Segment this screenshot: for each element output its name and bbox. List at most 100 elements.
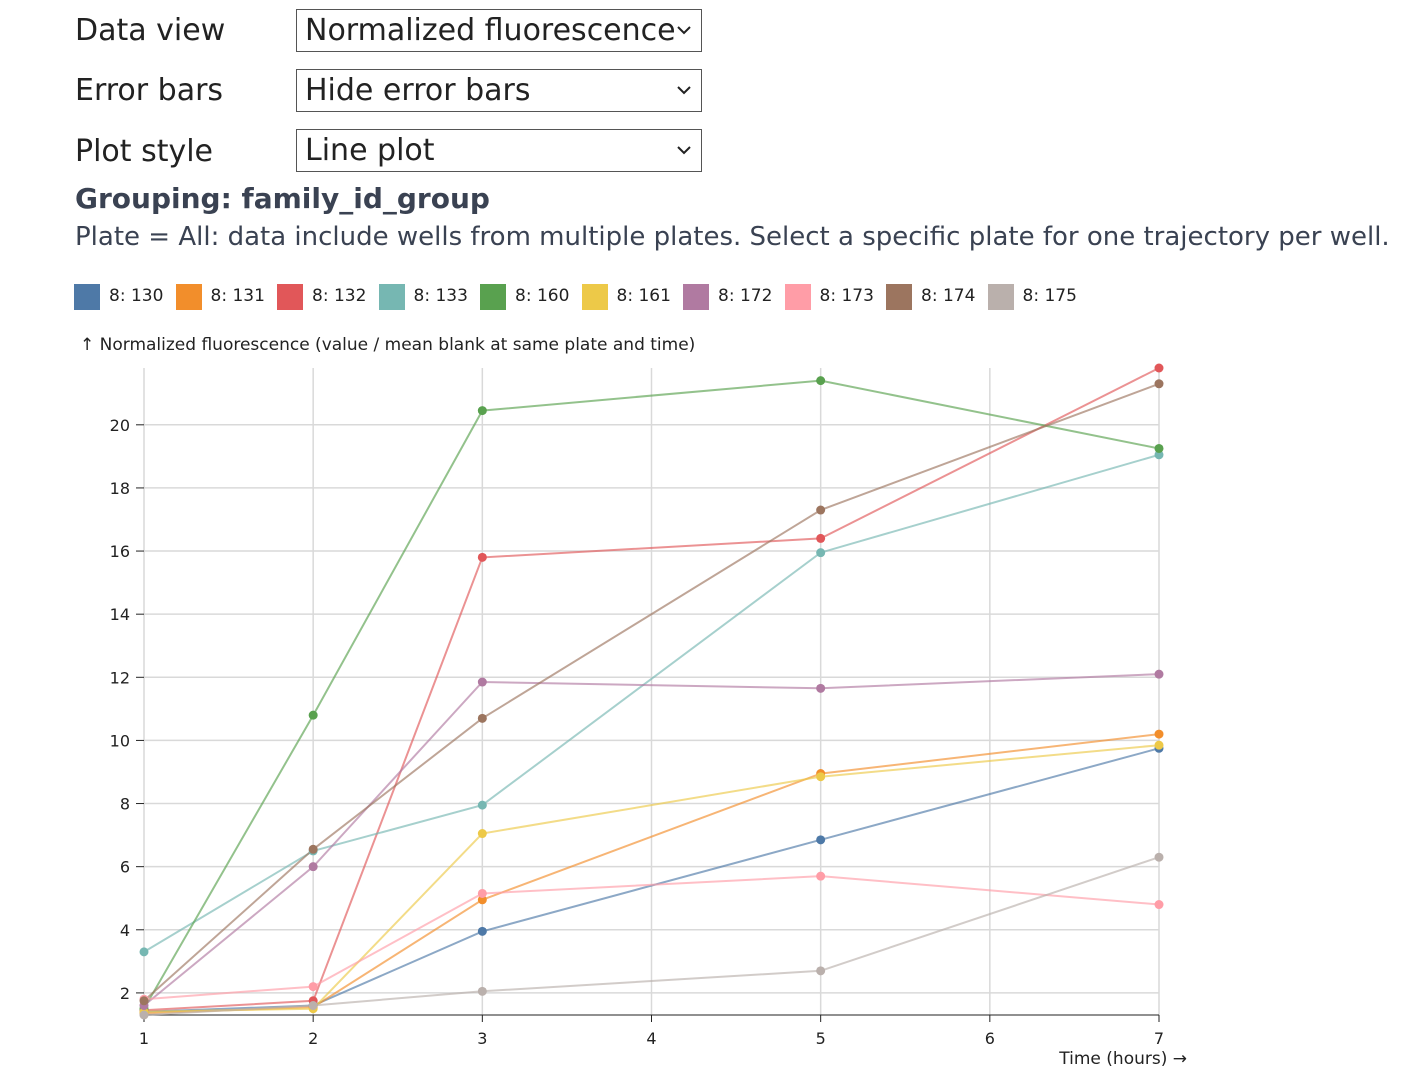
x-tick-label: 2 — [308, 1029, 318, 1048]
x-tick-label: 5 — [816, 1029, 826, 1048]
legend-label: 8: 172 — [718, 286, 773, 306]
data-point[interactable] — [139, 947, 149, 957]
legend-label: 8: 133 — [413, 286, 468, 306]
y-tick-label: 10 — [110, 731, 130, 750]
y-tick-label: 20 — [110, 416, 130, 435]
y-tick: 2 — [120, 984, 144, 1003]
data-point[interactable] — [1154, 450, 1164, 460]
y-tick: 12 — [110, 668, 144, 687]
y-tick: 4 — [120, 921, 144, 940]
chart-points — [139, 363, 1164, 1020]
data-point[interactable] — [816, 548, 826, 558]
data-point[interactable] — [1154, 729, 1164, 739]
x-tick: 3 — [477, 1015, 487, 1048]
plot-style-select[interactable]: Line plot — [296, 129, 702, 172]
y-tick-label: 8 — [120, 795, 130, 814]
data-point[interactable] — [477, 895, 487, 905]
error-bars-value: Hide error bars — [305, 73, 531, 108]
x-tick-label: 6 — [985, 1029, 995, 1048]
data-point[interactable] — [1154, 852, 1164, 862]
data-point[interactable] — [816, 966, 826, 976]
data-point[interactable] — [477, 677, 487, 687]
grouping-heading: Grouping: family_id_group — [75, 182, 490, 215]
data-point[interactable] — [308, 862, 318, 872]
data-point[interactable] — [816, 533, 826, 543]
data-point[interactable] — [1154, 443, 1164, 453]
data-point[interactable] — [139, 1010, 149, 1020]
y-tick-label: 14 — [110, 605, 130, 624]
legend-swatch — [74, 284, 100, 310]
data-point[interactable] — [816, 505, 826, 515]
x-tick-label: 7 — [1154, 1029, 1164, 1048]
error-bars-select[interactable]: Hide error bars — [296, 69, 702, 112]
legend-label: 8: 173 — [819, 286, 874, 306]
data-point[interactable] — [477, 406, 487, 416]
data-point[interactable] — [308, 982, 318, 992]
data-point[interactable] — [477, 829, 487, 839]
x-tick: 1 — [139, 1015, 149, 1048]
data-view-value: Normalized fluorescence — [305, 13, 676, 48]
data-point[interactable] — [1154, 379, 1164, 389]
legend-label: 8: 131 — [210, 286, 265, 306]
x-tick-label: 1 — [139, 1029, 149, 1048]
x-tick: 6 — [985, 1015, 995, 1048]
data-point[interactable] — [477, 888, 487, 898]
data-point[interactable] — [477, 926, 487, 936]
legend-swatch — [683, 284, 709, 310]
data-point[interactable] — [816, 376, 826, 386]
legend-label: 8: 174 — [921, 286, 976, 306]
x-tick-label: 3 — [477, 1029, 487, 1048]
legend-swatch — [480, 284, 506, 310]
data-point[interactable] — [1154, 900, 1164, 910]
legend-swatch — [987, 284, 1014, 310]
data-point[interactable] — [308, 844, 318, 854]
legend-label: 8: 160 — [515, 286, 570, 306]
data-point[interactable] — [308, 1001, 318, 1011]
legend-label: 8: 175 — [1022, 286, 1077, 306]
data-view-select[interactable]: Normalized fluorescence — [296, 9, 702, 52]
legend-swatch — [277, 284, 303, 310]
data-point[interactable] — [477, 986, 487, 996]
y-tick: 8 — [120, 795, 144, 814]
plot-style-value: Line plot — [305, 133, 435, 168]
y-tick-label: 18 — [110, 479, 130, 498]
x-tick: 7 — [1154, 1015, 1164, 1048]
data-point[interactable] — [139, 996, 149, 1006]
y-tick: 6 — [120, 858, 144, 877]
y-axis-label: ↑ Normalized fluorescence (value / mean … — [80, 335, 696, 355]
data-point[interactable] — [308, 710, 318, 720]
y-tick: 20 — [110, 416, 144, 435]
chevron-down-icon — [677, 146, 691, 155]
data-point[interactable] — [1154, 669, 1164, 679]
chevron-down-icon — [677, 86, 691, 95]
legend-swatch — [886, 284, 912, 310]
legend-label: 8: 132 — [312, 286, 367, 306]
data-point[interactable] — [816, 835, 826, 845]
data-point[interactable] — [1154, 740, 1164, 750]
data-point[interactable] — [816, 683, 826, 693]
legend-swatch — [175, 284, 202, 310]
data-point[interactable] — [816, 772, 826, 782]
data-point[interactable] — [477, 713, 487, 723]
y-tick-label: 6 — [120, 858, 130, 877]
data-point[interactable] — [477, 800, 487, 810]
y-tick: 18 — [110, 479, 144, 498]
y-tick: 14 — [110, 605, 144, 624]
legend-swatch — [581, 284, 608, 310]
y-tick-label: 16 — [110, 542, 130, 561]
data-point[interactable] — [816, 871, 826, 881]
x-tick-label: 4 — [646, 1029, 656, 1048]
legend-swatch — [784, 284, 811, 310]
x-tick: 5 — [816, 1015, 826, 1048]
legend-label: 8: 161 — [616, 286, 671, 306]
data-point[interactable] — [1154, 363, 1164, 373]
plate-note: Plate = All: data include wells from mul… — [75, 222, 1390, 252]
y-tick-label: 4 — [120, 921, 130, 940]
chevron-down-icon — [677, 26, 691, 35]
data-point[interactable] — [477, 552, 487, 562]
data-view-label: Data view — [75, 13, 226, 48]
legend-label: 8: 130 — [109, 286, 164, 306]
y-tick-label: 2 — [120, 984, 130, 1003]
